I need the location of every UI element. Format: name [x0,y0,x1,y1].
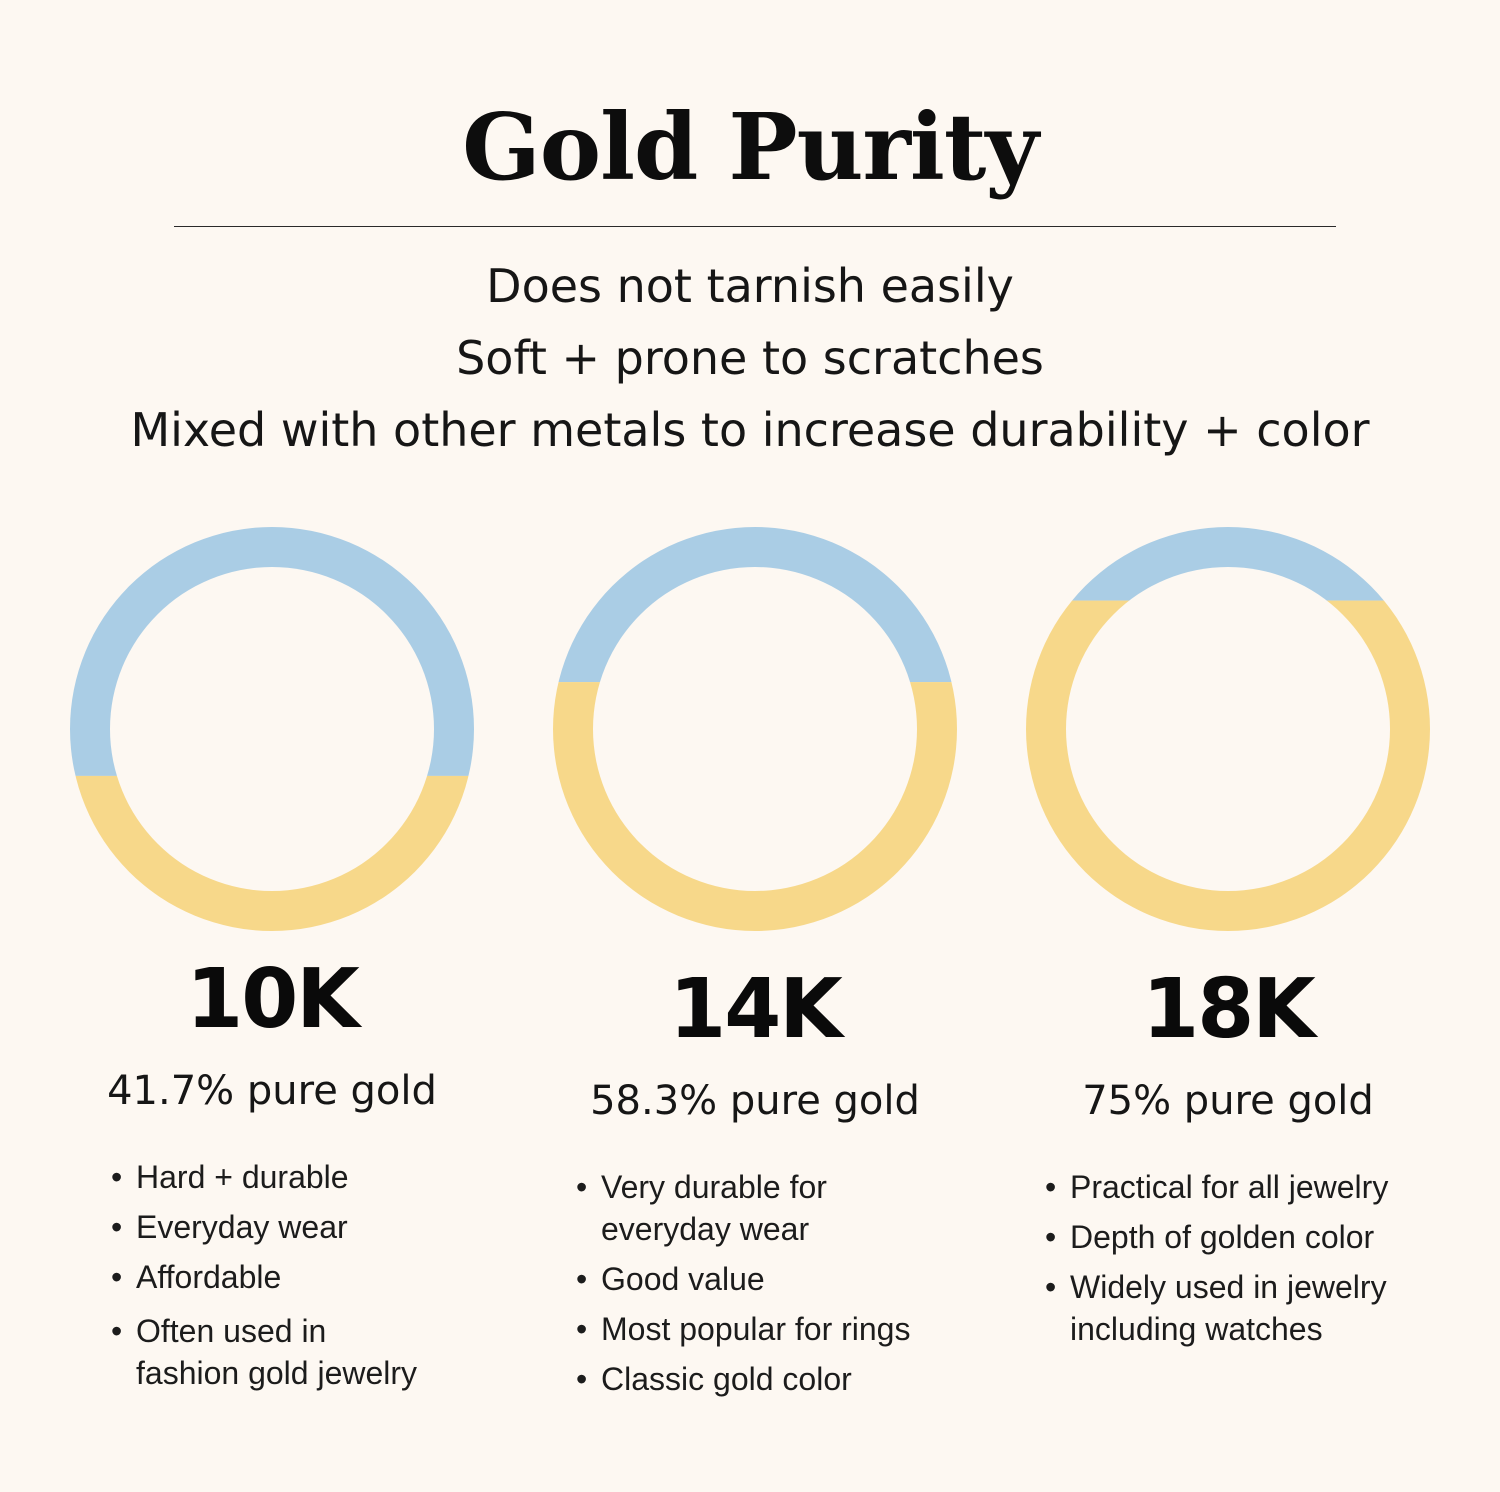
feature-text: Hard + durable [136,1159,349,1195]
feature-text: Practical for all jewelry [1070,1169,1389,1205]
karat-column-18k: 18K 75% pure gold • Practical for all je… [993,526,1463,1426]
ring-gold-segment [1025,600,1431,932]
bullet-icon: • [576,1361,588,1397]
list-item: • Hard + durable [111,1156,531,1198]
fact-tarnish: Does not tarnish easily [486,259,1014,313]
bullet-icon: • [1045,1219,1057,1255]
feature-text: Most popular for rings [601,1311,911,1347]
bullet-icon: • [111,1259,123,1295]
karat-label: 14K [669,962,843,1057]
bullet-icon: • [1045,1269,1057,1305]
karat-column-10k: 10K 41.7% pure gold • Hard + durable • E… [37,526,507,1426]
bullet-icon: • [111,1209,123,1245]
purity-text: 41.7% pure gold [107,1068,437,1114]
bullet-icon: • [1045,1169,1057,1205]
bullet-icon: • [111,1159,123,1195]
list-item: • Widely used in jewelry including watch… [1045,1266,1465,1350]
feature-list: • Very durable for everyday wear • Good … [576,1166,996,1400]
feature-text: Very durable for [601,1169,827,1205]
karat-label: 18K [1142,962,1316,1057]
fact-mixed: Mixed with other metals to increase dura… [130,403,1370,457]
list-item: • Good value [576,1258,996,1300]
purity-text: 75% pure gold [1082,1078,1374,1124]
feature-text: Good value [601,1261,765,1297]
feature-text: Often used in [136,1313,327,1349]
list-item: • Depth of golden color [1045,1216,1465,1258]
ring-gold-segment [69,775,475,932]
title-divider [174,226,1336,227]
bullet-icon: • [576,1169,588,1205]
list-item: • Practical for all jewelry [1045,1166,1465,1208]
fact-soft: Soft + prone to scratches [456,331,1044,385]
feature-text: Depth of golden color [1070,1219,1375,1255]
feature-text: Widely used in jewelry [1070,1269,1387,1305]
bullet-icon: • [111,1313,123,1349]
purity-ring-18k [1025,526,1431,932]
feature-text-continued: fashion gold jewelry [136,1355,418,1391]
karat-column-14k: 14K 58.3% pure gold • Very durable for e… [520,526,990,1426]
bullet-icon: • [576,1311,588,1347]
purity-text: 58.3% pure gold [590,1078,920,1124]
list-item: • Everyday wear [111,1206,531,1248]
purity-ring-10k [69,526,475,932]
purity-ring-14k [552,526,958,932]
ring-other-metal-segment [552,526,958,683]
page-title: Gold Purity [462,93,1039,201]
feature-list: • Hard + durable • Everyday wear • Affor… [111,1156,531,1394]
list-item: • Most popular for rings [576,1308,996,1350]
feature-text: Affordable [136,1259,282,1295]
list-item: • Very durable for everyday wear [576,1166,996,1250]
feature-list: • Practical for all jewelry • Depth of g… [1045,1166,1465,1350]
karat-label: 10K [186,952,360,1047]
feature-text-continued: including watches [1070,1311,1323,1347]
feature-text-continued: everyday wear [601,1211,810,1247]
feature-text: Classic gold color [601,1361,852,1397]
bullet-icon: • [576,1261,588,1297]
list-item: • Affordable [111,1256,531,1298]
list-item: • Classic gold color [576,1358,996,1400]
feature-text: Everyday wear [136,1209,348,1245]
ring-other-metal-segment [1025,526,1431,601]
ring-gold-segment [552,682,958,932]
ring-other-metal-segment [69,526,475,776]
list-item: • Often used in fashion gold jewelry [111,1310,531,1394]
